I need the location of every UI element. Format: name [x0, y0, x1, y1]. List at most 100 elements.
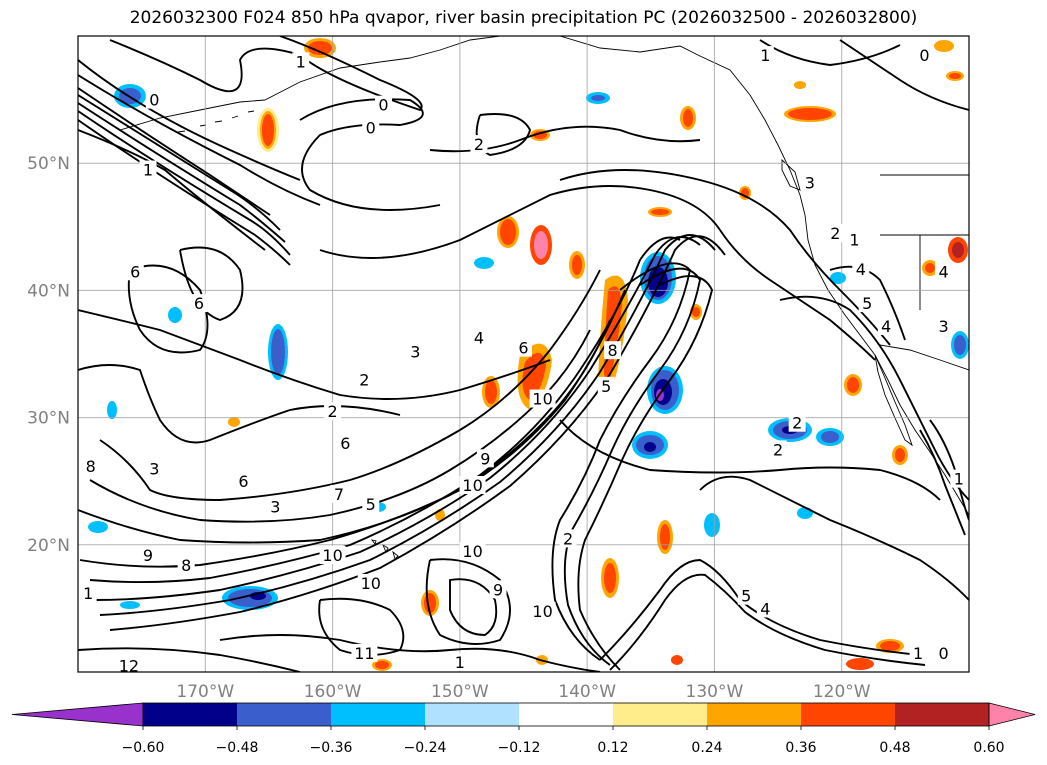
contour-label-background — [139, 545, 157, 564]
positive-anomaly-blob — [421, 590, 439, 616]
contour-line — [78, 110, 291, 256]
contour-label-background — [597, 376, 615, 395]
contour-line — [78, 87, 271, 216]
colorbar-segment — [143, 703, 238, 726]
contour-label-background — [266, 497, 284, 516]
colorbar-segment — [425, 703, 520, 726]
contour-line — [699, 475, 969, 601]
contour-line — [829, 265, 906, 341]
contour-label: 8 — [86, 457, 96, 476]
contour-label: 4 — [881, 317, 891, 336]
contour-label: 12 — [119, 657, 139, 676]
contour-line — [839, 39, 969, 111]
contour-label-background — [115, 656, 142, 672]
contour-label: 2 — [792, 414, 802, 433]
colorbar-tick-label: 0.12 — [597, 740, 628, 756]
contour-label: 0 — [378, 96, 388, 115]
contour-label-background — [801, 173, 819, 192]
positive-anomaly-blob — [844, 374, 862, 396]
contour-label: 2 — [327, 402, 337, 421]
contour-label-background — [559, 529, 577, 548]
contour-line — [559, 419, 941, 501]
negative-anomaly-blob — [586, 92, 610, 104]
positive-anomaly-blob — [648, 207, 672, 217]
positive-anomaly-blob — [657, 520, 673, 554]
contour-label: 5 — [601, 377, 611, 396]
contour-label-background — [915, 46, 933, 65]
contour-label-background — [374, 95, 392, 114]
contour-label: 7 — [334, 485, 344, 504]
contour-label-background — [489, 580, 507, 599]
negative-anomaly-blob — [88, 521, 108, 533]
contour-label-background — [292, 52, 310, 71]
contour-label-background — [604, 341, 622, 360]
contour-label-background — [459, 542, 486, 561]
contour-line — [219, 634, 601, 672]
positive-anomaly-blob — [784, 106, 836, 122]
negative-anomaly-blob — [647, 366, 683, 414]
contour-label-background — [877, 317, 895, 336]
contour-label: 0 — [938, 644, 948, 663]
qvapor-contours — [78, 36, 969, 672]
contour-line — [779, 295, 969, 501]
positive-anomaly-blob — [946, 71, 964, 81]
contour-label-background — [79, 584, 97, 603]
contour-label-background — [362, 495, 380, 514]
contour-line — [99, 269, 601, 501]
contour-label-background — [529, 389, 556, 408]
colorbar-segment — [237, 703, 332, 726]
contour-label: 1 — [143, 161, 153, 180]
contour-label: 4 — [760, 599, 770, 618]
colorbar-segment — [895, 703, 990, 726]
colorbar-tick-label: 0.36 — [785, 740, 816, 756]
negative-anomaly-blob — [474, 257, 494, 269]
contour-label-background — [845, 230, 863, 249]
contour-line — [563, 267, 702, 666]
colorbar-frame — [142, 702, 990, 727]
contour-label: 1 — [83, 584, 93, 603]
contour-label-background — [82, 456, 100, 475]
contour-line — [425, 558, 511, 645]
alaska-coast — [264, 36, 501, 101]
contour-label-background — [756, 46, 774, 65]
contour-label: 10 — [532, 602, 552, 621]
contour-label: 5 — [366, 495, 376, 514]
contour-label-background — [126, 262, 144, 281]
contour-label-background — [145, 90, 163, 109]
contour-label: 10 — [462, 542, 482, 561]
colorbar-tick-label: −0.24 — [404, 740, 447, 756]
contour-label: 2 — [773, 440, 783, 459]
contour-label: 5 — [862, 294, 872, 313]
contour-label: 10 — [532, 390, 552, 409]
positive-anomaly-blob — [846, 658, 874, 670]
positive-anomaly-blob — [304, 38, 336, 58]
contour-line — [78, 647, 301, 672]
contour-label: 6 — [518, 339, 528, 358]
hawaii-islands — [370, 539, 399, 560]
contour-label-background — [858, 294, 876, 313]
negative-anomaly-blob — [816, 428, 844, 446]
contour-line — [759, 39, 901, 66]
figure-title: 2026032300 F024 850 hPa qvapor, river ba… — [129, 8, 918, 28]
contour-line — [78, 94, 281, 231]
negative-anomaly-blob — [797, 507, 813, 519]
vancouver-island — [781, 158, 801, 191]
contour-label: 1 — [455, 653, 465, 672]
contour-line — [449, 578, 498, 636]
positive-anomaly-blob — [876, 639, 904, 653]
lon-tick-label: 140°W — [558, 682, 616, 702]
north-america-west-coast — [804, 214, 969, 516]
map-frame — [77, 35, 970, 673]
contour-label-background — [234, 472, 252, 491]
colorbar-tick-label: −0.60 — [122, 740, 165, 756]
contour-label: 9 — [480, 449, 490, 468]
baja-california — [874, 354, 913, 447]
positive-anomaly-blob — [257, 108, 279, 152]
colorbar-tick-label: −0.12 — [498, 740, 541, 756]
colorbar-segment — [707, 703, 802, 726]
contour-label: 0 — [149, 91, 159, 110]
positive-anomaly-blob — [922, 260, 938, 276]
contour-label-background — [950, 469, 968, 488]
contour-label: 10 — [322, 546, 342, 565]
